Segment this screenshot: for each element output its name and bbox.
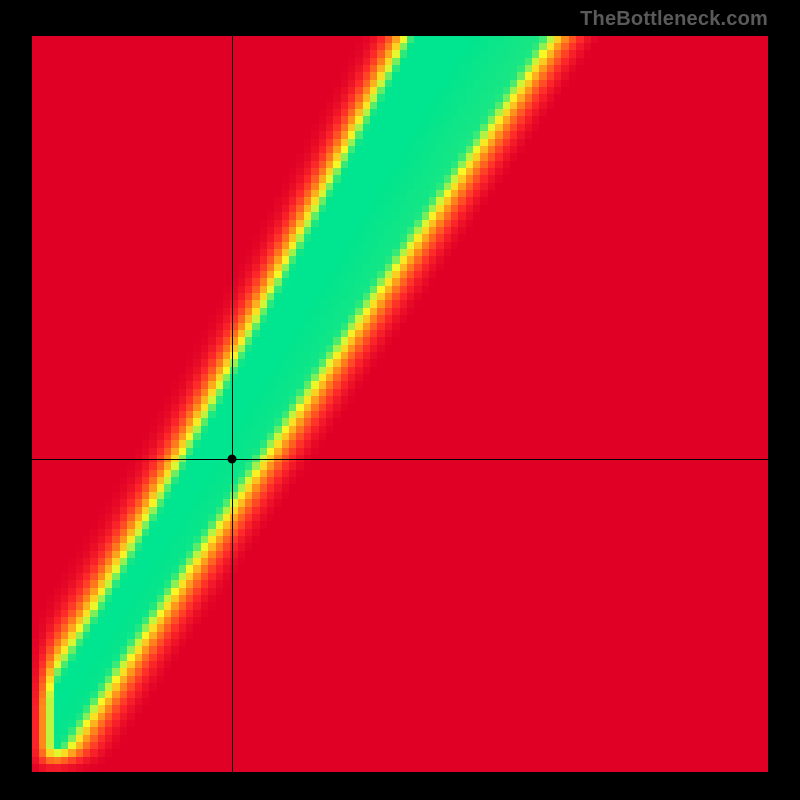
watermark-text: TheBottleneck.com bbox=[580, 8, 768, 31]
heatmap-canvas bbox=[32, 36, 768, 772]
heatmap-plot bbox=[32, 36, 768, 772]
marker-dot bbox=[228, 455, 237, 464]
crosshair-vertical bbox=[232, 36, 233, 772]
crosshair-horizontal bbox=[32, 459, 768, 460]
chart-container: TheBottleneck.com bbox=[0, 0, 800, 800]
